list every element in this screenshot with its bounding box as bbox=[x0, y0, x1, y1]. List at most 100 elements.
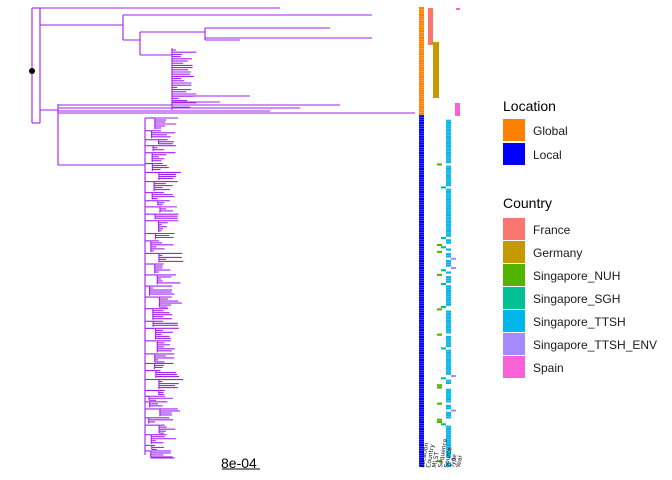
heatmap-cell-location bbox=[419, 283, 424, 286]
heatmap-cell-location bbox=[419, 253, 424, 256]
legend-label-local: Local bbox=[533, 148, 562, 162]
heatmap-cell-country bbox=[446, 142, 451, 145]
heatmap-cell-country bbox=[446, 223, 451, 226]
heatmap-cell-location bbox=[419, 326, 424, 329]
heatmap-cell-location bbox=[419, 287, 424, 290]
heatmap-cell-country bbox=[446, 352, 451, 355]
heatmap-cell-location bbox=[419, 138, 424, 141]
heatmap-cell-country bbox=[446, 289, 451, 292]
heatmap-cell-country bbox=[437, 250, 442, 253]
scale-bar-label: 8e-04 bbox=[221, 455, 257, 471]
heatmap-cell-location bbox=[419, 411, 424, 414]
heatmap-cell-country bbox=[446, 195, 451, 198]
heatmap-cell-country bbox=[446, 404, 451, 407]
heatmap-cell-location bbox=[419, 391, 424, 394]
heatmap-cell-location bbox=[419, 87, 424, 90]
heatmap-cell-location bbox=[419, 39, 424, 42]
heatmap-cell-location bbox=[419, 441, 424, 444]
heatmap-cell-country bbox=[446, 234, 451, 237]
heatmap-cell-country bbox=[446, 128, 451, 131]
heatmap-cell-country bbox=[446, 391, 451, 394]
heatmap-cell-location bbox=[419, 9, 424, 12]
heatmap-cell-country bbox=[446, 255, 451, 258]
heatmap-cell-location bbox=[419, 329, 424, 332]
heatmap-cell-location bbox=[419, 402, 424, 405]
heatmap-cell-country bbox=[446, 207, 451, 210]
heatmap-cell-location bbox=[419, 177, 424, 180]
heatmap-cell-location bbox=[419, 27, 424, 30]
heatmap-cell-location bbox=[419, 50, 424, 53]
heatmap-cell-location bbox=[419, 64, 424, 67]
heatmap-cell-location bbox=[419, 414, 424, 417]
heatmap-cell-country bbox=[446, 253, 451, 256]
legend-swatch-spain bbox=[503, 356, 525, 378]
legend-label-france: France bbox=[533, 223, 571, 237]
heatmap-cell-country bbox=[451, 375, 456, 378]
legend-swatch-singapore-ttsh bbox=[503, 310, 525, 332]
heatmap-cell-location bbox=[419, 349, 424, 352]
heatmap-cell-country bbox=[446, 216, 451, 219]
heatmap-cell-location bbox=[419, 41, 424, 44]
heatmap-cell-country bbox=[446, 292, 451, 295]
heatmap-cell-country bbox=[446, 278, 451, 281]
heatmap-cell-location bbox=[419, 446, 424, 449]
legend-label-spain: Spain bbox=[533, 361, 564, 375]
heatmap-cell-location bbox=[419, 82, 424, 85]
heatmap-cell-location bbox=[419, 437, 424, 440]
heatmap-cell-location bbox=[419, 319, 424, 322]
heatmap-cell-location bbox=[419, 317, 424, 320]
heatmap-cell-country bbox=[446, 133, 451, 136]
heatmap-cell-country bbox=[446, 177, 451, 180]
heatmap-cell-country bbox=[446, 437, 451, 440]
heatmap-cell-country bbox=[446, 349, 451, 352]
heatmap-cell-country bbox=[446, 444, 451, 447]
legend-country-title: Country bbox=[503, 195, 552, 211]
heatmap-cell-country bbox=[446, 280, 451, 283]
heatmap-cell-country bbox=[451, 409, 456, 412]
heatmap-cell-location bbox=[419, 255, 424, 258]
heatmap-cell-country bbox=[446, 172, 451, 175]
heatmap-cell-country bbox=[446, 398, 451, 401]
heatmap-cell-location bbox=[419, 197, 424, 200]
heatmap-cell-country bbox=[446, 168, 451, 171]
heatmap-cell-country bbox=[446, 303, 451, 306]
heatmap-cell-country bbox=[446, 119, 451, 122]
heatmap-cell-location bbox=[419, 218, 424, 221]
heatmap-cell-country bbox=[446, 453, 451, 456]
heatmap-cell-location bbox=[419, 285, 424, 288]
legend-location-title: Location bbox=[503, 98, 556, 114]
heatmap-cell-country bbox=[446, 197, 451, 200]
heatmap-cell-country bbox=[446, 126, 451, 129]
legend-label-singapore-sgh: Singapore_SGH bbox=[533, 292, 620, 306]
heatmap-cell-country bbox=[446, 407, 451, 410]
legend-label-singapore-nuh: Singapore_NUH bbox=[533, 269, 620, 283]
heatmap-cell-country bbox=[441, 186, 446, 189]
legend-location: Location Global Local bbox=[503, 98, 568, 165]
legend-swatch-germany bbox=[503, 241, 525, 263]
heatmap-cell-country bbox=[446, 335, 451, 338]
heatmap-cell-location bbox=[419, 345, 424, 348]
heatmap-cell-country bbox=[446, 363, 451, 366]
legend-swatch-singapore-nuh bbox=[503, 264, 525, 286]
heatmap-column-label: Location bbox=[419, 442, 430, 468]
heatmap-cell-country bbox=[446, 131, 451, 134]
heatmap-cell-location bbox=[419, 347, 424, 350]
heatmap-cell-country bbox=[446, 450, 451, 453]
heatmap-cell-location bbox=[419, 186, 424, 189]
heatmap-cell-location bbox=[419, 55, 424, 58]
heatmap-cell-location bbox=[419, 188, 424, 191]
heatmap-cell-country bbox=[446, 329, 451, 332]
heatmap-cell-country bbox=[446, 427, 451, 430]
heatmap-cell-country bbox=[446, 209, 451, 212]
heatmap-cell-country bbox=[446, 462, 451, 465]
heatmap-cell-country bbox=[437, 421, 442, 424]
heatmap-cell-location bbox=[419, 101, 424, 104]
heatmap-cell-location bbox=[419, 202, 424, 205]
heatmap-cell-country bbox=[446, 455, 451, 458]
heatmap-cell-location bbox=[419, 32, 424, 35]
heatmap-cell-location bbox=[419, 124, 424, 127]
heatmap-cell-country bbox=[446, 301, 451, 304]
heatmap-cell-location bbox=[419, 444, 424, 447]
heatmap-cell-location bbox=[419, 358, 424, 361]
heatmap-cell-country bbox=[437, 418, 442, 421]
